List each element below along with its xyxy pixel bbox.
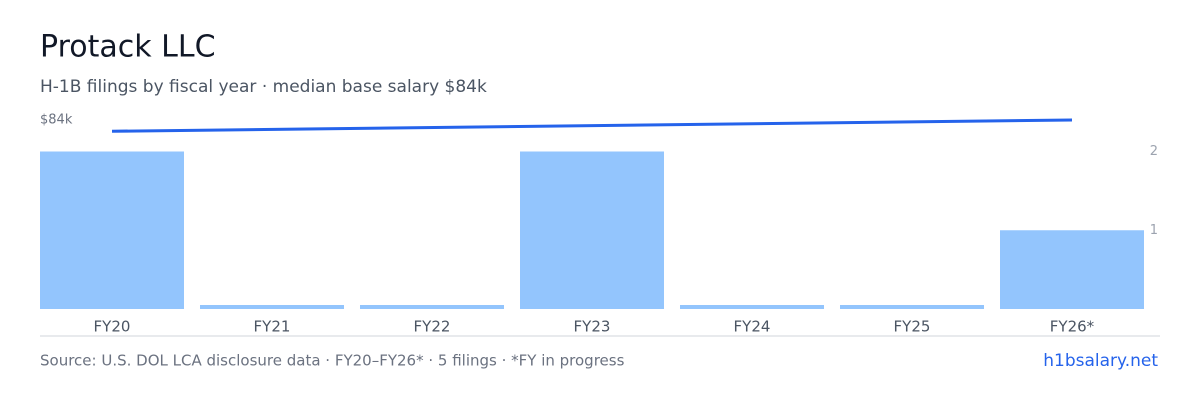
bar [680,305,824,309]
x-tick-label: FY23 [574,318,611,336]
bar [200,305,344,309]
y-tick-label: $84k [40,113,73,128]
site-link[interactable]: h1bsalary.net [1043,351,1158,371]
x-tick-label: FY20 [94,318,131,336]
bar [40,151,184,309]
bar [1000,230,1144,309]
bar [360,305,504,309]
x-tick-label: FY22 [414,318,451,336]
x-tick-label: FY24 [734,318,771,336]
source-note: Source: U.S. DOL LCA disclosure data · F… [40,352,625,370]
chart-title: Protack LLC [40,30,216,65]
chart-subtitle: H-1B filings by fiscal year · median bas… [40,77,487,97]
x-tick-label: FY25 [894,318,931,336]
y2-tick-label: 2 [1150,144,1158,159]
x-tick-label: FY21 [254,318,291,336]
bar [840,305,984,309]
salary-line [111,118,1073,133]
y2-tick-label: 1 [1150,223,1158,238]
x-tick-label: FY26* [1050,318,1095,336]
bar [520,151,664,309]
